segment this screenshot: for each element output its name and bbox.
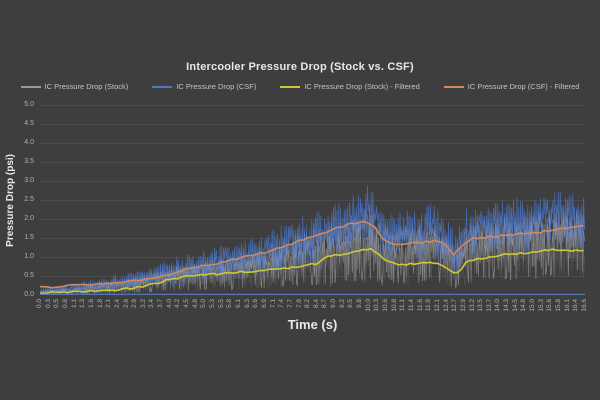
csf-filtered-line-swatch-icon bbox=[443, 85, 464, 88]
x-tick-label: 7.7 bbox=[286, 299, 294, 309]
x-tick-label: 4.2 bbox=[174, 299, 182, 309]
x-tick-label: 7.4 bbox=[278, 299, 286, 309]
x-tick-label: 7.1 bbox=[269, 299, 277, 309]
x-tick-label: 3.4 bbox=[148, 299, 156, 309]
x-tick-label: 15.6 bbox=[546, 299, 554, 312]
x-tick-label: 13.5 bbox=[477, 299, 485, 312]
chart-legend: IC Pressure Drop (Stock) IC Pressure Dro… bbox=[0, 82, 600, 91]
x-tick-label: 6.6 bbox=[252, 299, 260, 309]
x-tick-label: 16.6 bbox=[581, 299, 588, 312]
x-tick-label: 8.4 bbox=[312, 299, 320, 309]
x-tick-label: 12.1 bbox=[433, 299, 441, 312]
x-tick-label: 14.3 bbox=[503, 299, 511, 312]
legend-label: IC Pressure Drop (Stock) - Filtered bbox=[304, 82, 420, 91]
x-tick-label: 9.5 bbox=[347, 299, 355, 309]
x-tick-label: 10.0 bbox=[364, 299, 372, 312]
x-tick-label: 0.3 bbox=[44, 299, 52, 309]
x-tick-label: 4.0 bbox=[165, 299, 173, 309]
x-tick-label: 1.6 bbox=[87, 299, 95, 309]
legend-label: IC Pressure Drop (Stock) bbox=[44, 82, 129, 91]
x-tick-label: 2.9 bbox=[131, 299, 139, 309]
stock-line-swatch-icon bbox=[20, 85, 41, 88]
csf-line-swatch-icon bbox=[152, 85, 173, 88]
plot-area bbox=[40, 105, 585, 295]
x-tick-label: 10.8 bbox=[390, 299, 398, 312]
x-tick-label: 14.8 bbox=[520, 299, 528, 312]
x-tick-label: 6.1 bbox=[234, 299, 242, 309]
legend-item-stock: IC Pressure Drop (Stock) bbox=[20, 82, 129, 91]
x-tick-label: 15.3 bbox=[537, 299, 545, 312]
chart-title: Intercooler Pressure Drop (Stock vs. CSF… bbox=[186, 61, 414, 73]
x-tick-label: 2.4 bbox=[113, 299, 121, 309]
x-tick-label: 5.8 bbox=[226, 299, 234, 309]
x-tick-label: 5.0 bbox=[200, 299, 208, 309]
x-tick-label: 7.9 bbox=[295, 299, 303, 309]
stock-filtered-line-swatch-icon bbox=[280, 85, 301, 88]
legend-label: IC Pressure Drop (CSF) bbox=[176, 82, 257, 91]
x-tick-label: 2.6 bbox=[122, 299, 130, 309]
legend-label: IC Pressure Drop (CSF) - Filtered bbox=[467, 82, 580, 91]
x-tick-label: 11.9 bbox=[425, 299, 433, 312]
x-tick-label: 11.4 bbox=[407, 299, 415, 312]
legend-item-csf-filtered: IC Pressure Drop (CSF) - Filtered bbox=[443, 82, 580, 91]
x-tick-label: 0.8 bbox=[61, 299, 69, 309]
x-tick-label: 5.3 bbox=[209, 299, 217, 309]
x-tick-label: 10.6 bbox=[382, 299, 390, 312]
x-tick-label: 14.0 bbox=[494, 299, 502, 312]
legend-item-csf: IC Pressure Drop (CSF) bbox=[152, 82, 256, 91]
x-tick-label: 14.5 bbox=[511, 299, 519, 312]
legend-item-stock-filtered: IC Pressure Drop (Stock) - Filtered bbox=[280, 82, 420, 91]
y-axis-title: Pressure Drop (psi) bbox=[4, 153, 16, 247]
x-tick-label: 10.3 bbox=[373, 299, 381, 312]
x-tick-label: 13.7 bbox=[485, 299, 493, 312]
x-tick-label: 4.5 bbox=[183, 299, 191, 309]
x-tick-label: 9.2 bbox=[338, 299, 346, 309]
x-tick-label: 3.7 bbox=[157, 299, 165, 309]
x-tick-label: 9.0 bbox=[330, 299, 338, 309]
x-tick-label: 0.0 bbox=[36, 299, 43, 309]
x-tick-label: 1.8 bbox=[96, 299, 104, 309]
x-tick-label: 6.3 bbox=[243, 299, 251, 309]
x-tick-label: 8.2 bbox=[304, 299, 312, 309]
x-tick-label: 1.3 bbox=[79, 299, 87, 309]
x-tick-label: 3.2 bbox=[139, 299, 147, 309]
x-tick-label: 11.6 bbox=[416, 299, 424, 312]
x-tick-label: 4.8 bbox=[191, 299, 199, 309]
x-tick-label: 9.8 bbox=[356, 299, 364, 309]
x-tick-label: 12.4 bbox=[442, 299, 450, 312]
x-tick-label: 5.5 bbox=[217, 299, 225, 309]
x-tick-label: 8.7 bbox=[321, 299, 329, 309]
x-tick-label: 15.8 bbox=[555, 299, 563, 312]
x-tick-label: 12.9 bbox=[459, 299, 467, 312]
x-tick-label: 15.0 bbox=[529, 299, 537, 312]
x-tick-label: 11.1 bbox=[399, 299, 407, 312]
x-tick-label: 1.1 bbox=[70, 299, 78, 309]
x-tick-label: 16.4 bbox=[572, 299, 580, 312]
x-axis-title: Time (s) bbox=[287, 317, 338, 332]
x-tick-label: 2.1 bbox=[105, 299, 113, 309]
x-tick-label: 16.1 bbox=[563, 299, 571, 312]
x-tick-label: 13.2 bbox=[468, 299, 476, 312]
x-tick-label: 6.9 bbox=[260, 299, 268, 309]
x-tick-label: 12.7 bbox=[451, 299, 459, 312]
x-tick-label: 0.5 bbox=[53, 299, 61, 309]
